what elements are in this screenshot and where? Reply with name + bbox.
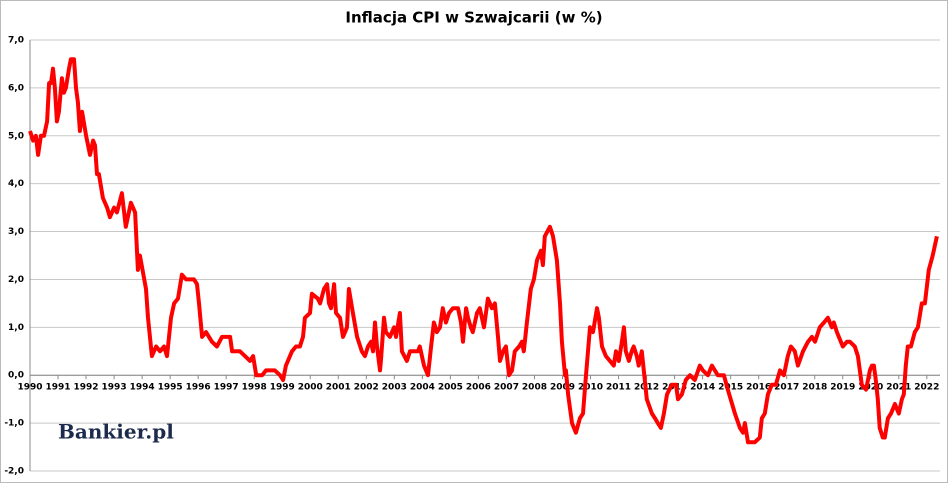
x-tick-label: 2019: [830, 383, 855, 393]
x-tick-label: 2022: [914, 383, 939, 393]
x-tick-label: 2003: [382, 383, 407, 393]
x-tick-label: 1991: [45, 383, 70, 393]
chart-title: Inflacja CPI w Szwajcarii (w %): [345, 9, 602, 27]
x-tick-label: 2007: [494, 383, 519, 393]
y-tick-label: -2,0: [4, 467, 24, 477]
y-tick-label: 2,0: [8, 275, 24, 285]
x-tick-label: 2021: [886, 383, 911, 393]
x-tick-label: 2016: [746, 383, 771, 393]
x-tick-label: 2014: [690, 383, 715, 393]
x-tick-label: 1990: [17, 383, 42, 393]
x-tick-label: 2020: [858, 383, 883, 393]
x-tick-label: 2009: [550, 383, 575, 393]
x-tick-label: 1998: [242, 383, 267, 393]
x-tick-label: 2006: [466, 383, 491, 393]
x-tick-label: 2001: [326, 383, 351, 393]
x-tick-label: 1993: [102, 383, 127, 393]
y-tick-label: 7,0: [8, 36, 24, 46]
x-tick-label: 2005: [438, 383, 463, 393]
x-tick-label: 2008: [522, 383, 547, 393]
x-tick-label: 1999: [270, 383, 295, 393]
x-tick-label: 2004: [410, 383, 435, 393]
x-tick-label: 1994: [130, 383, 155, 393]
y-tick-label: 4,0: [8, 179, 24, 189]
x-tick-label: 1995: [158, 383, 183, 393]
x-tick-label: 1992: [74, 383, 99, 393]
y-tick-label: -1,0: [4, 419, 24, 429]
y-tick-label: 6,0: [8, 83, 24, 93]
line-series: [28, 57, 939, 445]
x-tick-label: 2015: [718, 383, 743, 393]
x-tick-label: 1997: [214, 383, 239, 393]
x-tick-label: 2018: [802, 383, 827, 393]
x-tick-label: 2000: [298, 383, 323, 393]
y-tick-label: 1,0: [8, 323, 24, 333]
y-tick-label: 0,0: [8, 371, 24, 381]
y-tick-label: 5,0: [8, 131, 24, 141]
x-tick-label: 2010: [578, 383, 603, 393]
x-tick-label: 2002: [354, 383, 379, 393]
x-tick-label: 2017: [774, 383, 799, 393]
x-tick-label: 1996: [186, 383, 211, 393]
x-tick-label: 2011: [606, 383, 631, 393]
y-tick-label: 3,0: [8, 227, 24, 237]
